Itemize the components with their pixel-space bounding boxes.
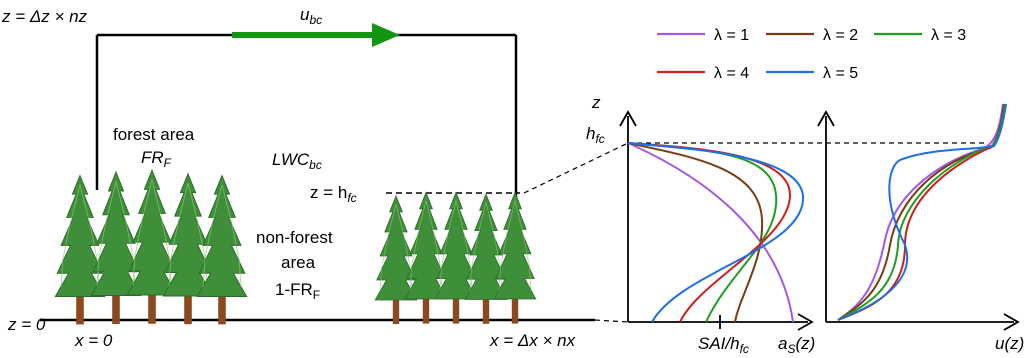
origin-label: x = 0: [74, 331, 113, 350]
connector-bottom-line: [594, 319, 629, 323]
leaf-area-profile-panel: z hfc SAI/hfc aS(z): [586, 93, 986, 356]
as-curve-lambda-1: [627, 142, 794, 323]
top-domain-label: z = Δz × nz: [1, 7, 88, 26]
as-x-axis-arrow: [797, 313, 814, 331]
right-boundary-label: x = Δx × nx: [489, 331, 576, 350]
as-curve-lambda-4: [627, 142, 792, 323]
u-curve-lambda-1: [837, 103, 1004, 321]
tree-icon: [374, 195, 418, 325]
as-axis-label: aS(z): [778, 334, 815, 356]
sai-label: SAI/hfc: [698, 334, 749, 356]
ground-label: z = 0: [7, 315, 46, 334]
wind-profile-panel: u(z): [817, 103, 1024, 353]
u-y-axis-arrow: [817, 110, 835, 127]
tree-icon: [90, 171, 142, 325]
lwc-label: LWCbc: [272, 150, 322, 172]
hfc-label: hfc: [586, 124, 605, 146]
legend-label-5: λ = 5: [823, 65, 858, 82]
u-curve-lambda-3: [837, 103, 1006, 321]
legend-label-3: λ = 3: [931, 27, 966, 44]
legend: λ = 1 λ = 2 λ = 3 λ = 4 λ = 5: [657, 27, 966, 82]
tree-icon: [493, 191, 537, 325]
domain-box: [40, 23, 595, 322]
left-forest: [54, 169, 248, 325]
u-x-axis-arrow: [1003, 313, 1020, 331]
u-axis-label: u(z): [995, 334, 1024, 353]
u-curve-lambda-2: [837, 103, 1005, 321]
nonforest-label-line1: non-forest: [256, 228, 333, 247]
u-curve-lambda-4: [837, 103, 1007, 321]
tree-icon: [434, 191, 478, 325]
as-curve-lambda-5: [627, 142, 805, 323]
nonforest-label-line2: area: [281, 253, 316, 272]
connector-top-line: [523, 142, 629, 194]
nonforest-label-line3: 1-FRF: [275, 280, 320, 302]
z-axis-label: z: [591, 93, 601, 112]
boundary-wind-label: ubc: [300, 5, 322, 27]
right-forest: [374, 191, 537, 325]
forest-fraction-label: FRF: [141, 148, 172, 170]
tree-icon: [404, 191, 448, 325]
forest-area-label: forest area: [113, 125, 195, 144]
tree-icon: [464, 193, 508, 325]
canopy-height-label: z = hfc: [310, 183, 357, 205]
legend-label-2: λ = 2: [823, 27, 858, 44]
tree-icon: [54, 175, 106, 325]
legend-label-1: λ = 1: [714, 27, 749, 44]
u-curve-lambda-5: [837, 103, 1007, 321]
tree-icon: [162, 173, 214, 325]
as-y-axis-arrow: [619, 110, 637, 127]
tree-icon: [126, 169, 178, 325]
as-curve-lambda-2: [627, 142, 764, 323]
legend-label-4: λ = 4: [714, 65, 749, 82]
tree-icon: [196, 175, 248, 325]
boundary-wind-arrow-head: [372, 23, 400, 47]
